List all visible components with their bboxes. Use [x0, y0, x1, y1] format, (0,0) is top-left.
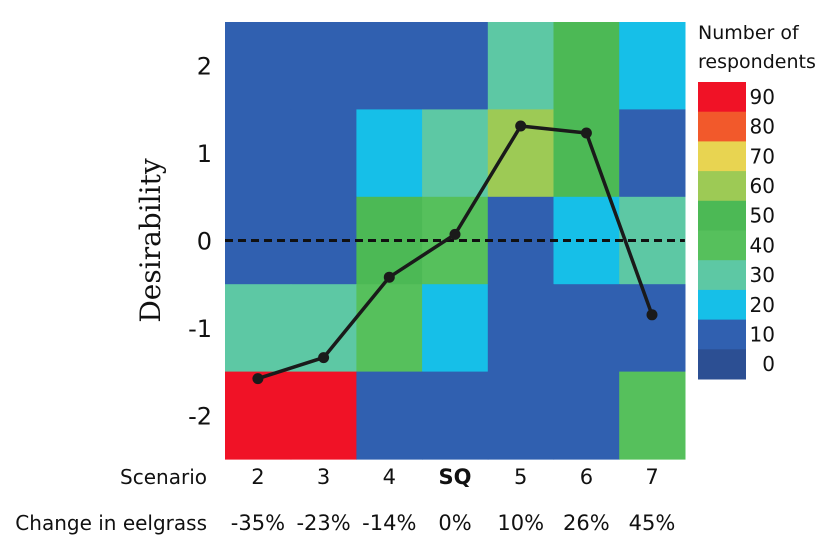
heatmap-cells [225, 22, 686, 460]
heatmap-cell-r1-c6 [619, 109, 686, 198]
legend-tick-label: 0 [762, 352, 775, 376]
heatmap-cell-r4-c4 [487, 371, 555, 460]
y-tick-label: -1 [188, 315, 212, 343]
eelgrass-change-label: 0% [438, 511, 471, 535]
legend-swatch-70 [698, 141, 746, 172]
heatmap-cell-r3-c2 [356, 284, 423, 373]
mean-point-5 [515, 120, 527, 132]
heatmap-cell-r1-c1 [290, 109, 357, 198]
legend-swatch-80 [698, 111, 746, 142]
y-axis-label: Desirability [134, 158, 167, 322]
legend-swatch-60 [698, 171, 746, 202]
legend-swatch-30 [698, 260, 746, 291]
mean-point-4 [383, 271, 395, 283]
eelgrass-change-label: 26% [563, 511, 610, 535]
heatmap-cell-r0-c4 [487, 22, 555, 110]
heatmap-cell-r4-c3 [422, 371, 489, 460]
mean-line-group [252, 120, 658, 385]
scenario-label: 4 [383, 465, 396, 489]
x-axis-rows: Scenario Change in eelgrass 2 3 4 SQ 5 6 7 -35%… [15, 465, 675, 535]
y-tick-label: 1 [197, 140, 212, 168]
legend-tick-label: 10 [750, 323, 775, 347]
mean-point-3 [318, 352, 330, 364]
y-tick-label: -2 [188, 402, 212, 430]
heatmap-cell-r4-c0 [225, 371, 292, 460]
heatmap-cell-r1-c5 [553, 109, 620, 198]
y-axis-ticks: 2 1 0 -1 -2 [188, 53, 212, 431]
heatmap-cell-r4-c2 [356, 371, 423, 460]
mean-point-SQ [449, 228, 461, 240]
mean-point-2 [252, 373, 264, 385]
legend-tick-label: 40 [750, 233, 775, 257]
legend-swatch-10 [698, 319, 746, 350]
scenario-label: 7 [645, 465, 658, 489]
heatmap-cell-r1-c3 [422, 109, 489, 198]
eelgrass-change-label: -35% [231, 511, 285, 535]
eelgrass-change-label: 10% [497, 511, 544, 535]
y-tick-label: 2 [197, 53, 212, 81]
heatmap-cell-r3-c6 [619, 284, 686, 373]
legend-tick-label: 90 [750, 85, 775, 109]
heatmap-cell-r3-c4 [487, 284, 555, 373]
legend-swatch-20 [698, 289, 746, 321]
legend-swatch-90 [698, 82, 746, 113]
scenario-label: 3 [317, 465, 330, 489]
heatmap-cell-r0-c1 [290, 22, 357, 110]
heatmap-cell-r4-c1 [290, 371, 357, 460]
heatmap-cell-r0-c3 [422, 22, 489, 110]
eelgrass-change-label: -14% [362, 511, 416, 535]
legend-title-line: respondents [698, 51, 815, 73]
scenario-label: 6 [580, 465, 593, 489]
scenario-row-label: Scenario [120, 465, 207, 489]
legend-title-line: Number of [698, 22, 800, 44]
heatmap-cell-r0-c0 [225, 22, 292, 110]
eelgrass-change-label: -23% [296, 511, 350, 535]
mean-point-6 [580, 127, 592, 139]
heatmap-cell-r4-c6 [619, 371, 686, 460]
heatmap-cell-r0-c6 [619, 22, 686, 110]
legend-swatch-50 [698, 200, 746, 231]
scenario-label: 5 [514, 465, 527, 489]
heatmap-cell-r3-c0 [225, 284, 292, 373]
eelgrass-change-label: 45% [629, 511, 676, 535]
legend-swatch-0 [698, 349, 746, 380]
legend-tick-label: 50 [750, 204, 775, 228]
scenario-label: 2 [251, 465, 264, 489]
mean-point-7 [646, 309, 658, 321]
legend-tick-label: 30 [750, 263, 775, 287]
heatmap-cell-r3-c3 [422, 284, 489, 373]
legend-tick-label: 70 [750, 144, 775, 168]
heatmap-cell-r1-c2 [356, 109, 423, 198]
heatmap-cell-r0-c5 [553, 22, 620, 110]
heatmap-cell-r0-c2 [356, 22, 423, 110]
heatmap-cell-r3-c5 [553, 284, 620, 373]
legend-swatch-40 [698, 230, 746, 261]
heatmap-cell-r4-c5 [553, 371, 620, 460]
colorbar-legend: Number of respondents 90 80 70 60 50 40 30 20 10 0 [698, 22, 815, 380]
legend-tick-label: 80 [750, 115, 775, 139]
legend-tick-label: 20 [750, 293, 775, 317]
eelgrass-row-label: Change in eelgrass [15, 511, 207, 535]
heatmap-cell-r1-c0 [225, 109, 292, 198]
legend-tick-label: 60 [750, 174, 775, 198]
y-tick-label: 0 [197, 228, 212, 256]
scenario-label: SQ [439, 465, 472, 489]
